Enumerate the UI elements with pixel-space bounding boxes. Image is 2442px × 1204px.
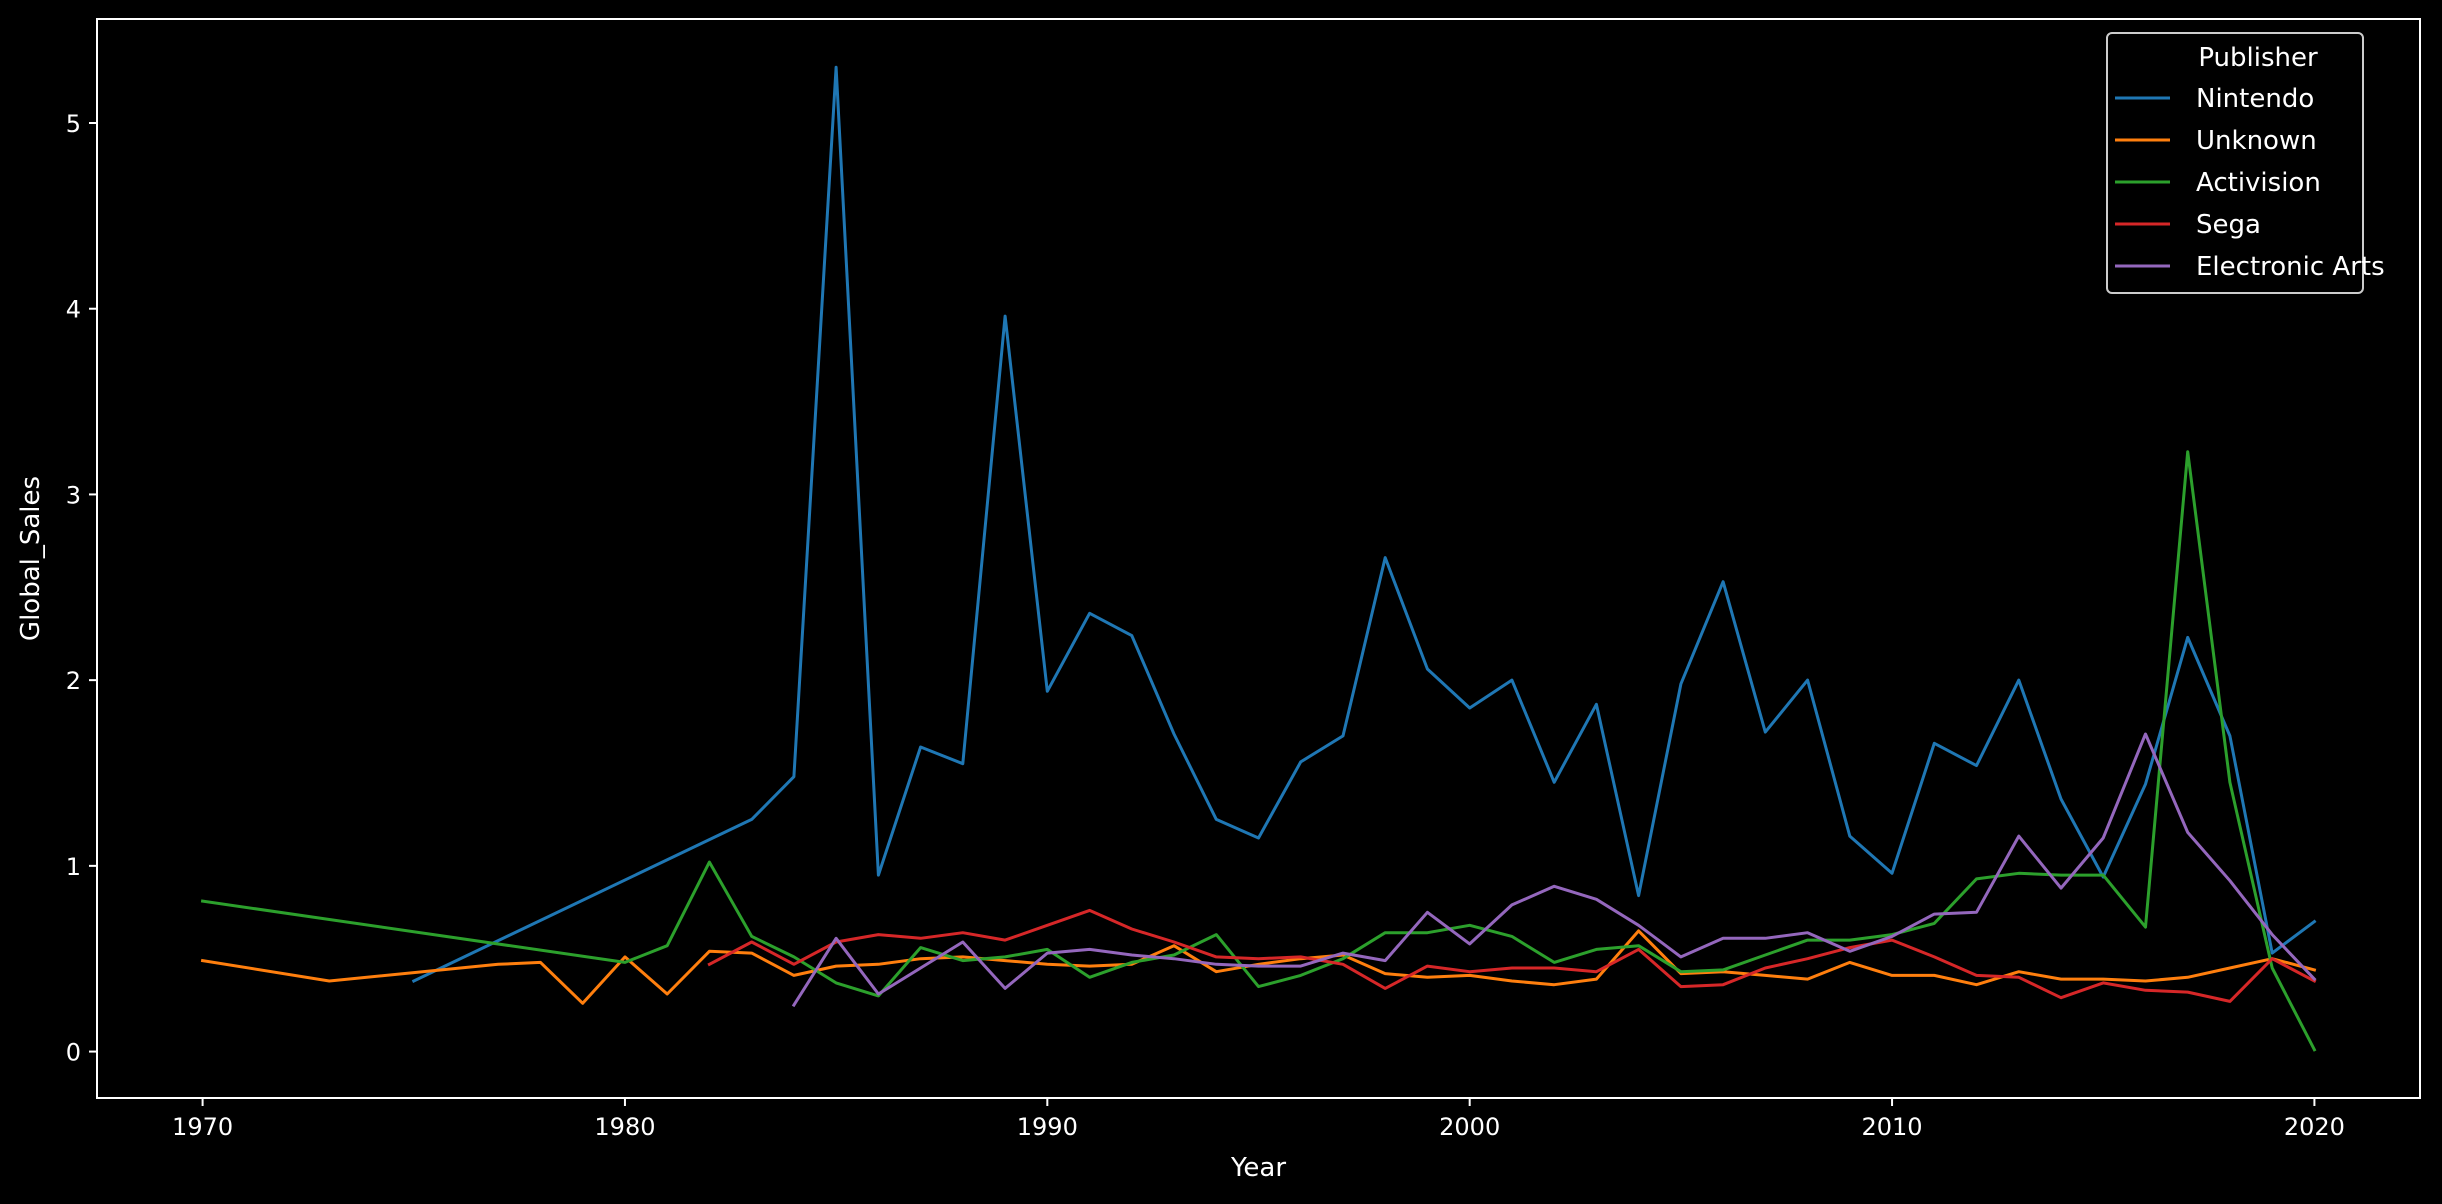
x-tick-label: 2010 (1862, 1113, 1923, 1141)
y-axis-ticks: 0 1 2 3 4 5 (66, 110, 97, 1067)
legend-label: Unknown (2196, 126, 2317, 156)
x-axis-label: Year (1230, 1153, 1286, 1183)
y-tick-label: 4 (66, 296, 81, 324)
series-line-sega (707, 908, 2317, 1003)
plot-lines (200, 65, 2317, 1052)
legend-label: Nintendo (2196, 84, 2314, 114)
legend-label: Sega (2196, 210, 2261, 240)
series-line-nintendo (411, 65, 2317, 984)
y-tick-label: 5 (66, 110, 81, 138)
series-line-electronic-arts (791, 732, 2317, 1008)
plot-frame (96, 18, 2421, 1099)
x-tick-label: 2020 (2284, 1113, 2345, 1141)
legend-title: Publisher (2198, 43, 2318, 73)
y-tick-label: 1 (66, 853, 81, 881)
x-axis-ticks: 1970 1980 1990 2000 2010 2020 (172, 1098, 2345, 1141)
x-tick-label: 1990 (1017, 1113, 1078, 1141)
y-tick-label: 0 (66, 1039, 81, 1067)
legend: Publisher Nintendo Unknown Activision Sega E… (2106, 32, 2385, 294)
x-tick-label: 2000 (1439, 1113, 1500, 1141)
y-tick-label: 3 (66, 481, 81, 509)
y-tick-label: 2 (66, 667, 81, 695)
x-tick-label: 1980 (594, 1113, 655, 1141)
x-tick-label: 1970 (172, 1113, 233, 1141)
y-axis-label: Global_Sales (16, 476, 46, 641)
legend-frame (2106, 32, 2364, 294)
legend-entries: Nintendo Unknown Activision Sega Electronic … (2115, 84, 2385, 282)
legend-label: Activision (2196, 168, 2321, 198)
legend-label: Electronic Arts (2196, 252, 2385, 282)
